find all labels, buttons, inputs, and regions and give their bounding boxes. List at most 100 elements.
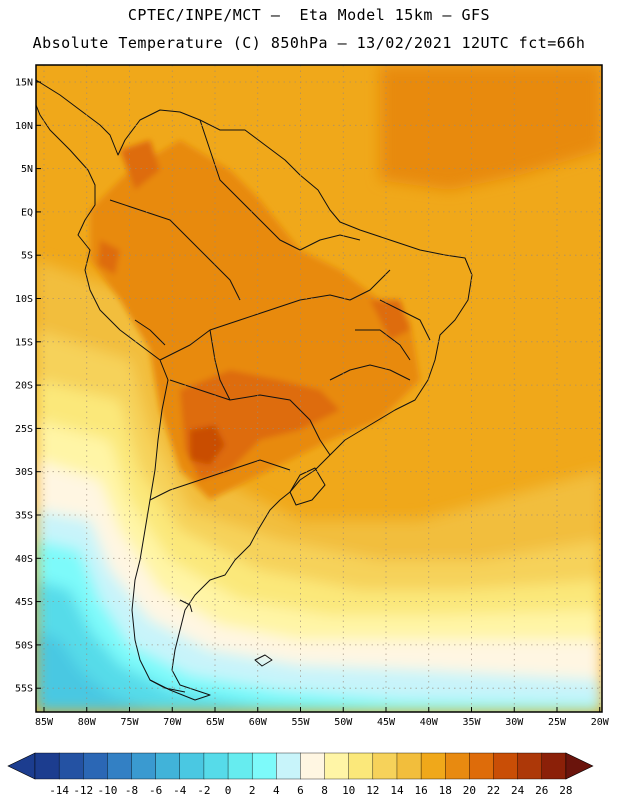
lat-label: 10S xyxy=(15,294,33,305)
colorbar-swatch xyxy=(83,752,108,780)
colorbar-label: 24 xyxy=(511,784,525,797)
lon-label: 75W xyxy=(120,717,139,728)
colorbar-swatch xyxy=(179,752,205,780)
colorbar-swatch xyxy=(420,752,446,780)
colorbar-label: 10 xyxy=(342,784,355,797)
plot-frame xyxy=(35,64,603,713)
lon-label: 20W xyxy=(591,717,610,728)
colorbar-swatch xyxy=(348,752,374,780)
lat-label: 40S xyxy=(15,554,33,565)
brazil-west-border xyxy=(159,269,391,361)
lon-label: 35W xyxy=(462,717,481,728)
graticule xyxy=(36,65,602,712)
lat-label: 35S xyxy=(15,511,33,522)
lon-label: 30W xyxy=(505,717,524,728)
lon-label: 65W xyxy=(206,717,225,728)
colorbar-label: 14 xyxy=(390,784,404,797)
colorbar-swatch xyxy=(517,752,543,780)
colorbar-swatch xyxy=(251,752,277,780)
field-20-22-chaco xyxy=(180,370,340,480)
temperature-field xyxy=(36,65,602,712)
field-0-2 xyxy=(36,580,380,712)
colorbar-label: 28 xyxy=(559,784,572,797)
field-18-20-north-atlantic xyxy=(380,65,602,190)
latitude-labels: 15N 10N 5N EQ 5S 10S 15S 20S 25S 30S 35S 40S 45S 50S 5… xyxy=(15,78,41,695)
colorbar-label: 18 xyxy=(439,784,452,797)
colorbar-label: -6 xyxy=(149,784,162,797)
colorbar-label: 22 xyxy=(487,784,500,797)
colorbar-label: 26 xyxy=(535,784,548,797)
lon-label: 55W xyxy=(291,717,310,728)
field-20-22-colombia xyxy=(120,140,160,190)
south-america-coastline xyxy=(36,79,473,701)
field-20-22-ecuador xyxy=(98,240,120,275)
colorbar-swatch xyxy=(324,752,350,780)
guianas-border xyxy=(299,234,361,251)
colorbar-swatch xyxy=(372,752,398,780)
field-neg2-0 xyxy=(36,630,160,712)
longitude-labels: 85W 80W 75W 70W 65W 60W 55W 50W 45W 40W 35W 30W 25W 2… xyxy=(35,707,610,728)
colorbar-swatch xyxy=(227,752,253,780)
colorbar-swatch xyxy=(493,752,519,780)
colorbar-label: 2 xyxy=(249,784,256,797)
lon-label: 25W xyxy=(548,717,567,728)
uruguay-outline xyxy=(289,467,326,506)
colorbar-swatch xyxy=(155,752,181,780)
colorbar-arrow-high xyxy=(565,752,594,780)
lon-label: 85W xyxy=(35,717,54,728)
colorbar-swatch xyxy=(203,752,229,780)
field-2-4 xyxy=(36,540,602,712)
colorbar-label: 12 xyxy=(366,784,379,797)
map-title-line-2: Absolute Temperature (C) 850hPa – 13/02/… xyxy=(32,34,586,52)
lat-label: 15N xyxy=(15,78,33,89)
lat-label: EQ xyxy=(21,207,33,218)
northeast-states-border xyxy=(379,299,431,341)
lat-label: 10N xyxy=(15,121,33,132)
lat-label: 5N xyxy=(21,164,33,175)
colorbar-label: 20 xyxy=(463,784,476,797)
field-22-24-core xyxy=(190,425,225,465)
peru-colombia-border xyxy=(109,199,241,301)
peru-chile-border xyxy=(134,319,166,346)
colorbar-swatch xyxy=(445,752,470,780)
colorbar-swatch xyxy=(276,752,301,780)
lon-label: 50W xyxy=(334,717,353,728)
lon-label: 40W xyxy=(420,717,439,728)
lon-label: 80W xyxy=(78,717,97,728)
colorbar-labels: -14 -12 -10 -8 -6 -4 -2 0 2 4 6 8 10 12 14 16 18 20 22 24 26… xyxy=(49,784,572,797)
coastlines-and-borders xyxy=(36,79,473,701)
lat-label: 55S xyxy=(15,684,33,695)
lat-label: 25S xyxy=(15,424,33,435)
colorbar-label: 8 xyxy=(321,784,328,797)
colorbar-label: -8 xyxy=(125,784,138,797)
lat-label: 45S xyxy=(15,597,33,608)
colorbar-label: -2 xyxy=(197,784,210,797)
colorbar-label: 0 xyxy=(225,784,232,797)
colorbar-label: -12 xyxy=(73,784,93,797)
colorbar-swatch xyxy=(300,752,326,780)
lat-label: 15S xyxy=(15,337,33,348)
falklands-area xyxy=(179,599,193,613)
lon-label: 60W xyxy=(249,717,268,728)
field-4-6 xyxy=(36,510,602,712)
lat-label: 20S xyxy=(15,381,33,392)
colorbar-swatch xyxy=(131,752,157,780)
colorbar-swatch xyxy=(34,752,60,780)
paraguay-border xyxy=(169,379,331,456)
lat-label: 5S xyxy=(21,251,33,262)
falkland-islands xyxy=(254,654,273,667)
lat-label: 50S xyxy=(15,640,33,651)
venezuela-brazil-border xyxy=(199,119,301,251)
colorbar-swatch xyxy=(107,752,133,780)
colorbar-label: 4 xyxy=(273,784,280,797)
colorbar-label: -4 xyxy=(173,784,187,797)
tierra-del-fuego xyxy=(149,679,186,693)
colorbar-arrow-low xyxy=(7,752,36,780)
lon-label: 70W xyxy=(163,717,182,728)
colorbar-label: 16 xyxy=(414,784,427,797)
colorbar-swatch xyxy=(541,752,567,780)
colorbar-swatch xyxy=(58,752,84,780)
argentina-border xyxy=(149,459,291,501)
bolivia-border xyxy=(209,329,231,401)
